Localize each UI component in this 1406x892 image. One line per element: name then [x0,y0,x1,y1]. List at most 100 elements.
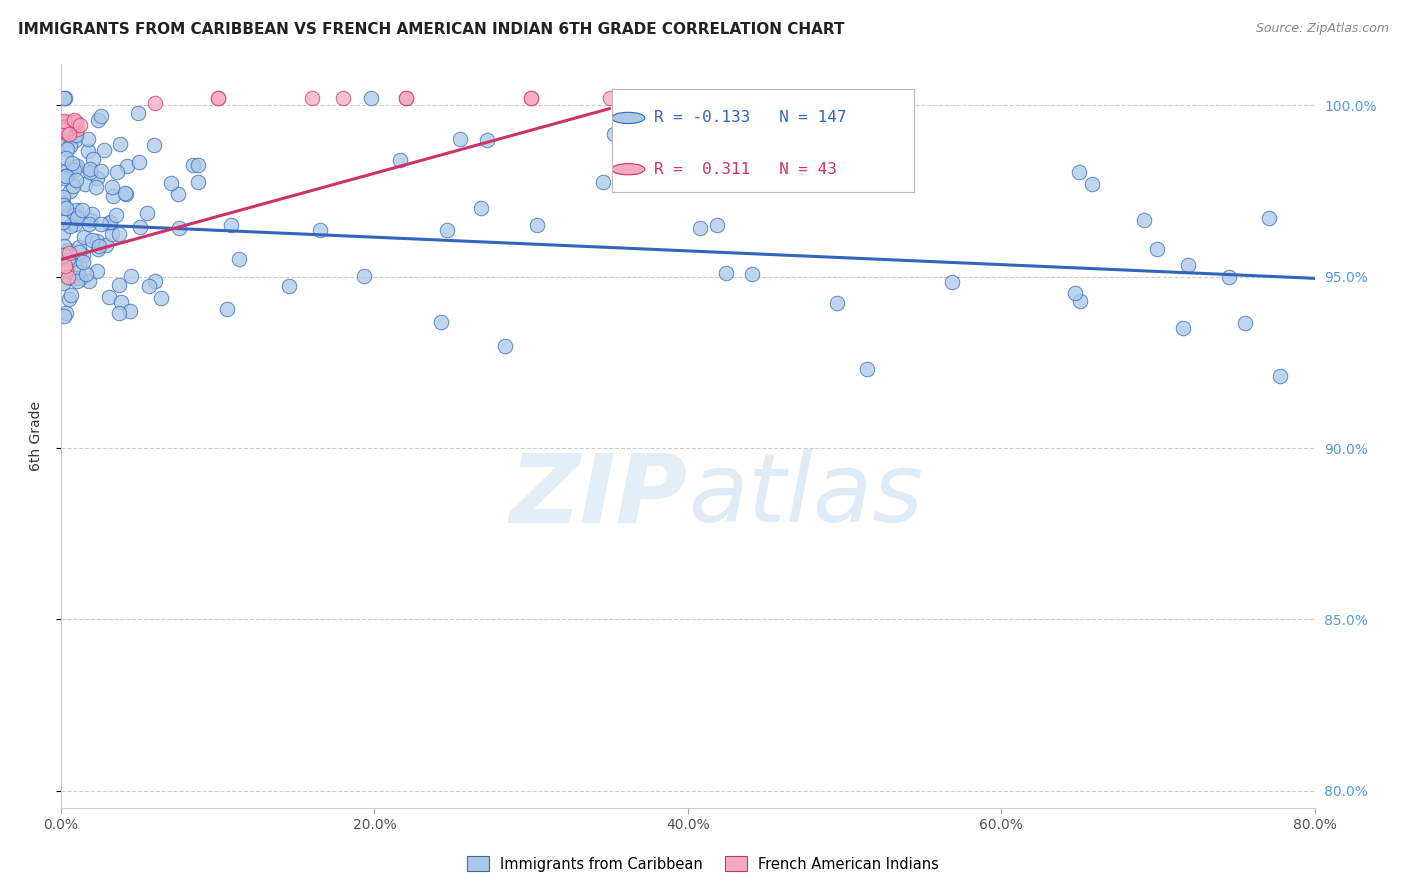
Point [62,178,84,193]
Point [55,305,77,319]
Point [59,131,82,145]
Point [52,198,75,212]
Point [63,162,86,177]
Point [108,278,131,293]
Point [98,215,121,229]
Point [87,242,110,256]
Point [90,110,112,124]
Point [332,91,354,105]
Point [855,362,877,376]
Point [86,264,108,278]
Legend: Immigrants from Caribbean, French American Indians: Immigrants from Caribbean, French Americ… [461,850,945,878]
Point [120,268,142,283]
Point [58,131,80,145]
Point [55,262,77,277]
Point [117,159,139,173]
Point [77,144,100,158]
Point [1069,294,1091,309]
Point [143,95,166,110]
Text: ZIP: ZIP [510,449,688,542]
Point [52,195,75,210]
Point [63,120,86,134]
Point [62,120,84,135]
Point [52,119,75,133]
Point [166,187,188,202]
Point [716,266,738,280]
Point [52,264,75,278]
Point [72,254,94,268]
Point [67,245,90,260]
Point [592,176,614,190]
Point [98,216,121,230]
Point [86,234,108,248]
Point [187,158,209,172]
Point [55,120,77,134]
Point [66,122,89,136]
Point [105,208,128,222]
Point [110,294,132,309]
Point [76,132,98,146]
Point [108,227,131,241]
Point [1173,320,1195,334]
Point [1081,178,1104,192]
Point [128,155,150,169]
Point [108,306,131,320]
Point [52,123,75,137]
Point [56,252,79,267]
Point [59,138,82,153]
Point [1218,270,1240,285]
Point [55,152,77,166]
Point [941,275,963,289]
Point [52,118,75,132]
Point [60,156,83,170]
Point [79,213,101,227]
Point [59,115,82,129]
Point [1233,316,1256,330]
Point [84,179,107,194]
Point [129,220,152,235]
Point [55,121,77,136]
Point [59,184,82,198]
Text: Source: ZipAtlas.com: Source: ZipAtlas.com [1256,22,1389,36]
Point [389,153,412,168]
Point [135,206,157,220]
Point [53,91,76,105]
Point [477,133,499,147]
Point [75,268,97,282]
Point [52,122,75,136]
Point [70,202,93,217]
Point [215,302,238,317]
Point [53,120,76,135]
Point [60,116,83,130]
Point [108,137,131,152]
Point [395,91,418,105]
Point [1063,286,1085,301]
Point [82,152,104,166]
Point [65,211,87,226]
Point [52,190,75,204]
Point [1069,165,1091,179]
Point [53,310,76,324]
Point [69,118,91,132]
Point [58,130,80,145]
Point [52,123,75,137]
Point [114,186,136,200]
Point [53,91,76,105]
Point [58,121,80,136]
Point [53,169,76,183]
Point [53,115,76,129]
Point [101,179,124,194]
Point [66,274,89,288]
Point [53,119,76,133]
Point [494,339,516,353]
Point [65,128,87,143]
Point [449,132,471,146]
Circle shape [612,112,645,124]
Point [219,218,242,232]
Point [52,114,75,128]
Point [278,279,301,293]
Point [93,143,115,157]
Point [301,91,323,105]
Point [62,112,84,127]
Point [65,271,87,285]
